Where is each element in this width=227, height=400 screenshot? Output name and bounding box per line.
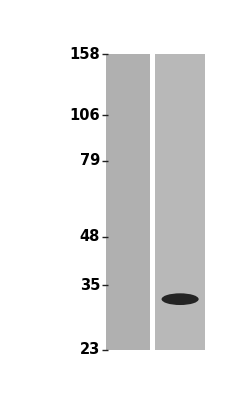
Text: 106: 106 [69, 108, 100, 123]
Bar [149, 54, 154, 350]
Bar [154, 54, 204, 350]
Ellipse shape [161, 293, 198, 305]
Text: 23: 23 [79, 342, 100, 357]
Bar [106, 54, 149, 350]
Bar [106, 54, 204, 350]
Text: 79: 79 [79, 153, 100, 168]
Text: 158: 158 [69, 47, 100, 62]
Text: 35: 35 [79, 278, 100, 293]
Text: 48: 48 [79, 230, 100, 244]
